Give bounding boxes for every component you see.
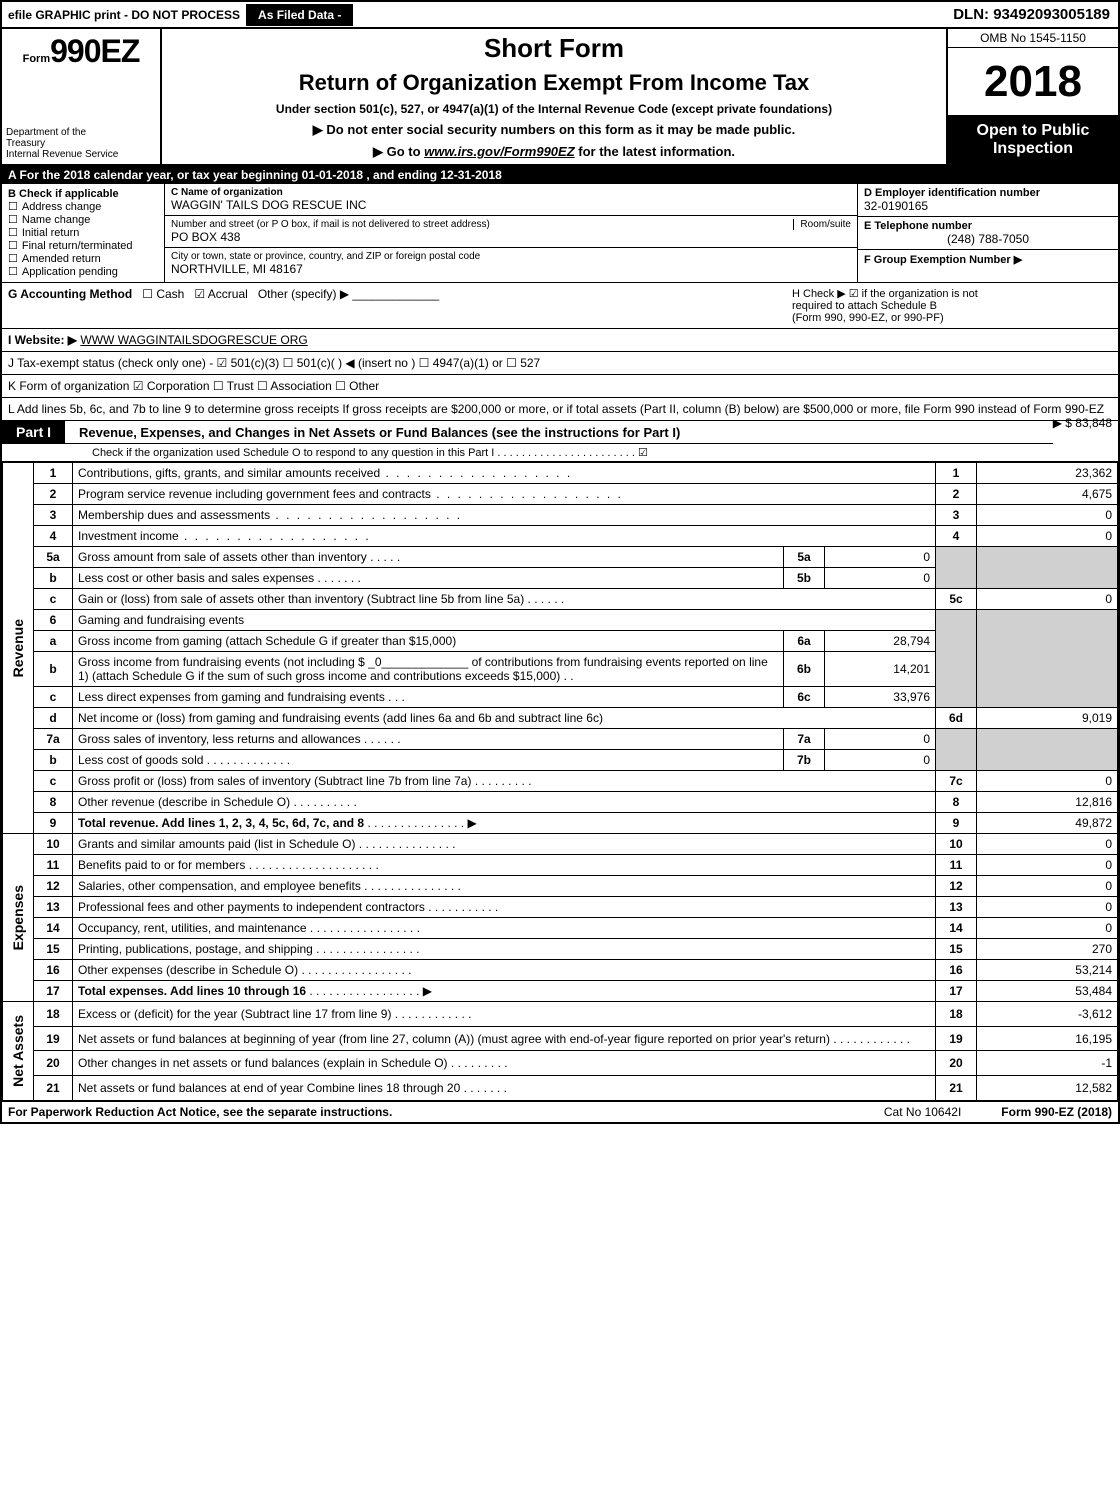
line-1-desc: Contributions, gifts, grants, and simila… bbox=[73, 463, 936, 484]
footer: For Paperwork Reduction Act Notice, see … bbox=[2, 1101, 1118, 1122]
b-item[interactable]: ☐Amended return bbox=[8, 252, 158, 265]
b-title: B Check if applicable bbox=[8, 188, 158, 200]
as-filed-label: As Filed Data - bbox=[246, 4, 353, 26]
expenses-side-label: Expenses bbox=[3, 834, 34, 1002]
go-to-link: ▶ Go to www.irs.gov/Form990EZ for the la… bbox=[172, 144, 936, 160]
b-item[interactable]: ☐Application pending bbox=[8, 265, 158, 278]
ein-value: 32-0190165 bbox=[864, 199, 1112, 213]
header-left: Form990EZ Department of the Treasury Int… bbox=[2, 29, 162, 164]
b-item[interactable]: ☐Final return/terminated bbox=[8, 239, 158, 252]
revenue-side-label: Revenue bbox=[3, 463, 34, 834]
gross-receipts-note: L Add lines 5b, 6c, and 7b to line 9 to … bbox=[2, 398, 1118, 421]
b-item[interactable]: ☐Name change bbox=[8, 213, 158, 226]
city-value: NORTHVILLE, MI 48167 bbox=[171, 262, 851, 276]
website-value[interactable]: WWW WAGGINTAILSDOGRESCUE ORG bbox=[80, 333, 307, 347]
dln-label: DLN: 93492093005189 bbox=[945, 2, 1118, 27]
top-bar: efile GRAPHIC print - DO NOT PROCESS As … bbox=[2, 2, 1118, 29]
under-section: Under section 501(c), 527, or 4947(a)(1)… bbox=[172, 102, 936, 116]
h-note: H Check ▶ ☑ if the organization is not r… bbox=[792, 287, 1112, 324]
open-public-label: Open to Public Inspection bbox=[948, 116, 1118, 164]
return-title: Return of Organization Exempt From Incom… bbox=[172, 70, 936, 96]
part1-tab: Part I bbox=[2, 421, 65, 443]
b-item[interactable]: ☐Address change bbox=[8, 200, 158, 213]
irs-url[interactable]: www.irs.gov/Form990EZ bbox=[424, 144, 575, 159]
section-a-bar: A For the 2018 calendar year, or tax yea… bbox=[2, 166, 1118, 184]
part1-title: Revenue, Expenses, and Changes in Net As… bbox=[65, 425, 680, 440]
section-b: B Check if applicable ☐Address change ☐N… bbox=[2, 184, 165, 282]
tax-exempt-status: J Tax-exempt status (check only one) - ☑… bbox=[2, 352, 1118, 375]
form-990ez-container: efile GRAPHIC print - DO NOT PROCESS As … bbox=[0, 0, 1120, 1124]
org-name-row: C Name of organization WAGGIN' TAILS DOG… bbox=[165, 184, 857, 216]
dept-text: Department of the Treasury Internal Reve… bbox=[6, 127, 156, 160]
bcd-row: B Check if applicable ☐Address change ☐N… bbox=[2, 184, 1118, 283]
street-value: PO BOX 438 bbox=[171, 230, 851, 244]
city-row: City or town, state or province, country… bbox=[165, 248, 857, 279]
netassets-side-label: Net Assets bbox=[3, 1002, 34, 1101]
line-1-value: 23,362 bbox=[977, 463, 1118, 484]
gross-receipts-amount: ▶ $ 83,848 bbox=[1053, 416, 1112, 430]
street-row: Number and street (or P O box, if mail i… bbox=[165, 216, 857, 248]
ein-row: D Employer identification number 32-0190… bbox=[858, 184, 1118, 217]
header-center: Short Form Return of Organization Exempt… bbox=[162, 29, 946, 164]
part1-header: Part I Revenue, Expenses, and Changes in… bbox=[2, 421, 1053, 444]
efile-label: efile GRAPHIC print - DO NOT PROCESS bbox=[2, 4, 246, 26]
part1-sub: Check if the organization used Schedule … bbox=[2, 444, 1118, 462]
b-item[interactable]: ☐Initial return bbox=[8, 226, 158, 239]
section-c: C Name of organization WAGGIN' TAILS DOG… bbox=[165, 184, 857, 282]
g-h-row: G Accounting Method ☐ Cash ☑ Accrual Oth… bbox=[2, 283, 1118, 329]
form-ref: Form 990-EZ (2018) bbox=[1001, 1105, 1112, 1119]
tel-row: E Telephone number (248) 788-7050 bbox=[858, 217, 1118, 250]
website-row: I Website: ▶ WWW WAGGINTAILSDOGRESCUE OR… bbox=[2, 329, 1118, 352]
cat-no: Cat No 10642I bbox=[884, 1105, 961, 1119]
part1-table: Revenue 1 Contributions, gifts, grants, … bbox=[2, 462, 1118, 1101]
form-of-org: K Form of organization ☑ Corporation ☐ T… bbox=[2, 375, 1118, 398]
form-number: Form990EZ bbox=[6, 33, 156, 70]
group-exemption-row: F Group Exemption Number ▶ bbox=[858, 250, 1118, 282]
tax-year: 2018 bbox=[948, 48, 1118, 116]
org-name: WAGGIN' TAILS DOG RESCUE INC bbox=[171, 198, 851, 212]
accounting-method: G Accounting Method ☐ Cash ☑ Accrual Oth… bbox=[8, 287, 792, 324]
short-form-title: Short Form bbox=[172, 33, 936, 64]
paperwork-notice: For Paperwork Reduction Act Notice, see … bbox=[8, 1105, 392, 1119]
omb-number: OMB No 1545-1150 bbox=[948, 29, 1118, 48]
header: Form990EZ Department of the Treasury Int… bbox=[2, 29, 1118, 166]
header-right: OMB No 1545-1150 2018 Open to Public Ins… bbox=[946, 29, 1118, 164]
ssn-warning: ▶ Do not enter social security numbers o… bbox=[172, 122, 936, 138]
tel-value: (248) 788-7050 bbox=[864, 232, 1112, 246]
section-d: D Employer identification number 32-0190… bbox=[857, 184, 1118, 282]
